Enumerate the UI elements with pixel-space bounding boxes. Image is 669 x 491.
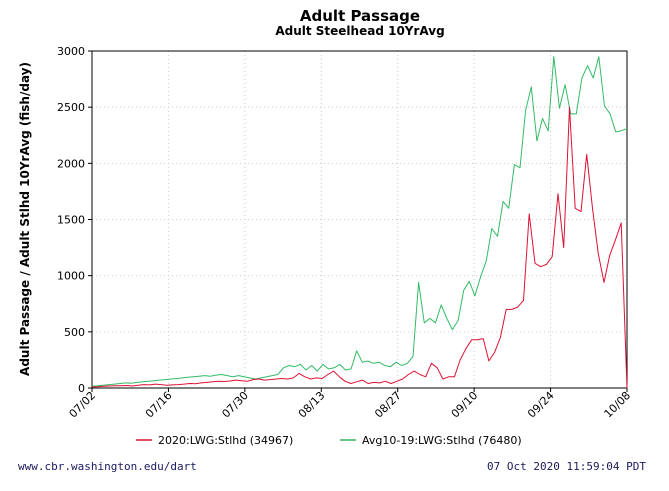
y-axis-label: Adult Passage / Adult Stlhd 10YrAvg (fis… [18,62,32,376]
series-line-avg [91,56,628,387]
y-axis: 0 500 1000 1500 2000 2500 3000 [57,45,92,395]
y-tick-label: 500 [64,326,85,339]
x-tick-label: 07/16 [143,389,175,421]
y-tick-label: 3000 [57,45,85,58]
y-tick-label: 1500 [57,214,85,227]
chart-subtitle: Adult Steelhead 10YrAvg [275,24,444,38]
grid [91,50,628,389]
y-tick-label: 2500 [57,101,85,114]
x-tick-label: 09/24 [525,389,557,421]
chart-title: Adult Passage [300,7,420,25]
x-tick-label: 07/30 [219,389,251,421]
legend-label-avg: Avg10-19:LWG:Stlhd (76480) [362,434,522,447]
legend: 2020:LWG:Stlhd (34967) Avg10-19:LWG:Stlh… [136,434,522,447]
y-tick-label: 1000 [57,270,85,283]
x-tick-label: 09/10 [449,389,481,421]
footer-site: www.cbr.washington.edu/dart [18,460,197,473]
series-lines [91,56,628,389]
y-tick-label: 0 [78,382,85,395]
x-tick-label: 10/08 [602,389,634,421]
x-tick-label: 08/13 [296,389,328,421]
series-line-2020 [91,106,628,389]
x-tick-label: 08/27 [372,389,404,421]
footer-timestamp: 07 Oct 2020 11:59:04 PDT [487,460,646,473]
y-tick-label: 2000 [57,157,85,170]
legend-label-2020: 2020:LWG:Stlhd (34967) [158,434,293,447]
x-axis: 07/02 07/16 07/30 08/13 08/27 09/10 09/24 10/08 [67,388,634,421]
